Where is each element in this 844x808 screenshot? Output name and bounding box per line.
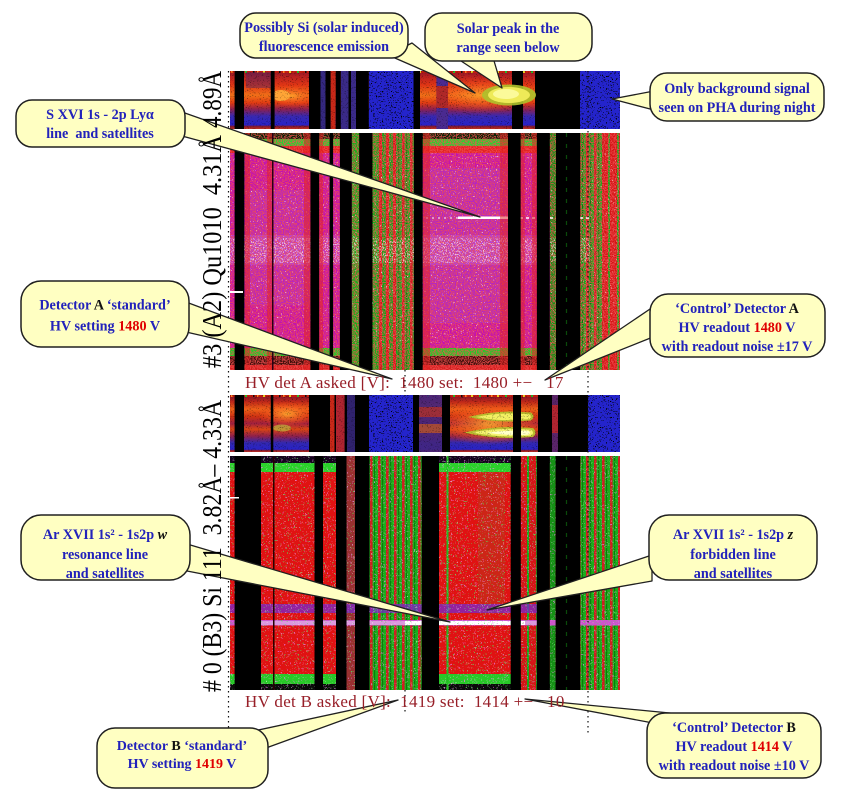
- svg-text:HV readout 1480 V: HV readout 1480 V: [678, 320, 796, 336]
- svg-text:Detector B ‘standard’: Detector B ‘standard’: [117, 739, 247, 754]
- svg-text:HV det B asked [V]: 1419 set:: HV det B asked [V]: 1419 set: 1414 +− 10: [245, 692, 565, 711]
- svg-text:forbidden line: forbidden line: [690, 547, 776, 563]
- svg-text:‘Control’ Detector A: ‘Control’ Detector A: [675, 301, 799, 317]
- svg-text:# 0 (B3) Si 111 3.82Å– 4.33Å: # 0 (B3) Si 111 3.82Å– 4.33Å: [197, 400, 227, 692]
- svg-text:‘Control’ Detector B: ‘Control’ Detector B: [672, 720, 796, 736]
- svg-text:Only background signal: Only background signal: [664, 81, 810, 97]
- svg-text:S XVI 1s - 2p Lyα: S XVI 1s - 2p Lyα: [46, 107, 154, 123]
- svg-text:HV det A asked [V]: 1480 set:: HV det A asked [V]: 1480 set: 1480 +− 17: [245, 373, 564, 392]
- svg-text:resonance line: resonance line: [62, 547, 148, 563]
- svg-text:#3 (A2) Qu1010 4.31Å: #3 (A2) Qu1010 4.31Å: [197, 135, 227, 368]
- svg-text:with readout noise ±17 V: with readout noise ±17 V: [662, 339, 813, 355]
- svg-text:Ar XVII 1s² - 1s2p z: Ar XVII 1s² - 1s2p z: [673, 527, 794, 543]
- svg-text:HV setting 1419 V: HV setting 1419 V: [128, 757, 237, 772]
- svg-text:range seen below: range seen below: [456, 40, 560, 56]
- svg-text:4.89Å: 4.89Å: [197, 71, 227, 128]
- svg-text:Detector A ‘standard’: Detector A ‘standard’: [39, 298, 170, 314]
- svg-text:seen on PHA during night: seen on PHA during night: [659, 100, 816, 116]
- svg-text:fluorescence emission: fluorescence emission: [259, 39, 389, 55]
- svg-text:and satellites: and satellites: [694, 566, 773, 582]
- svg-text:Possibly Si (solar induced): Possibly Si (solar induced): [244, 20, 404, 36]
- svg-text:and satellites: and satellites: [66, 566, 145, 582]
- svg-text:Solar peak in the: Solar peak in the: [457, 21, 560, 37]
- svg-text:Ar XVII 1s² - 1s2p w: Ar XVII 1s² - 1s2p w: [43, 527, 168, 543]
- svg-text:HV readout 1414 V: HV readout 1414 V: [675, 739, 793, 755]
- svg-text:with readout noise ±10 V: with readout noise ±10 V: [659, 758, 810, 774]
- svg-text:HV setting 1480 V: HV setting 1480 V: [50, 319, 161, 335]
- svg-text:line and satellites: line and satellites: [46, 126, 154, 142]
